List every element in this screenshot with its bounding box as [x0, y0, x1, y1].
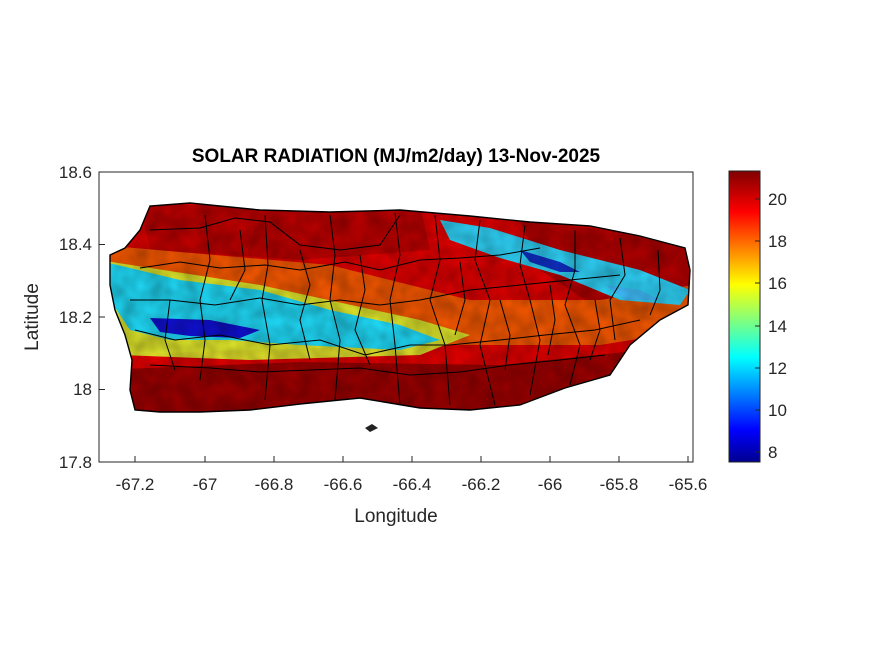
colorbar-tick-label: 10 [768, 401, 787, 420]
x-axis: -67.2 -67 -66.8 -66.6 -66.4 -66.2 -66 -6… [116, 456, 708, 527]
map-title: SOLAR RADIATION (MJ/m2/day) 13-Nov-2025 [192, 146, 601, 167]
x-tick-label: -65.8 [600, 475, 639, 494]
colorbar-tick-label: 18 [768, 232, 787, 251]
small-island [365, 424, 378, 432]
x-tick-label: -66.6 [324, 475, 363, 494]
y-tick-label: 18.2 [59, 308, 92, 327]
x-tick-label: -66.4 [393, 475, 432, 494]
colorbar-tick-label: 8 [768, 443, 777, 462]
colorbar: 20 18 16 14 12 10 8 [728, 170, 787, 463]
colorbar-tick-label: 16 [768, 274, 787, 293]
y-tick-label: 18.6 [59, 163, 92, 182]
x-tick-label: -65.6 [669, 475, 708, 494]
coastline [109, 202, 691, 413]
x-tick-label: -67.2 [116, 475, 155, 494]
colorbar-tick-label: 12 [768, 359, 787, 378]
y-axis-label: Latitude [22, 283, 43, 351]
x-tick-label: -66 [538, 475, 563, 494]
colorbar-tick-label: 14 [768, 317, 787, 336]
colorbar-scale [728, 170, 761, 463]
x-tick-label: -66.2 [462, 475, 501, 494]
radiation-field [110, 203, 690, 412]
colorbar-tick-label: 20 [768, 190, 787, 209]
y-tick-label: 18.4 [59, 235, 92, 254]
y-tick-label: 18 [73, 380, 92, 399]
y-axis: 18.6 18.4 18.2 18 17.8 Latitude [22, 163, 105, 472]
x-tick-label: -66.8 [255, 475, 294, 494]
y-tick-label: 17.8 [59, 453, 92, 472]
municipal-boundaries [130, 212, 661, 406]
x-axis-label: Longitude [354, 506, 437, 527]
x-tick-label: -67 [193, 475, 218, 494]
